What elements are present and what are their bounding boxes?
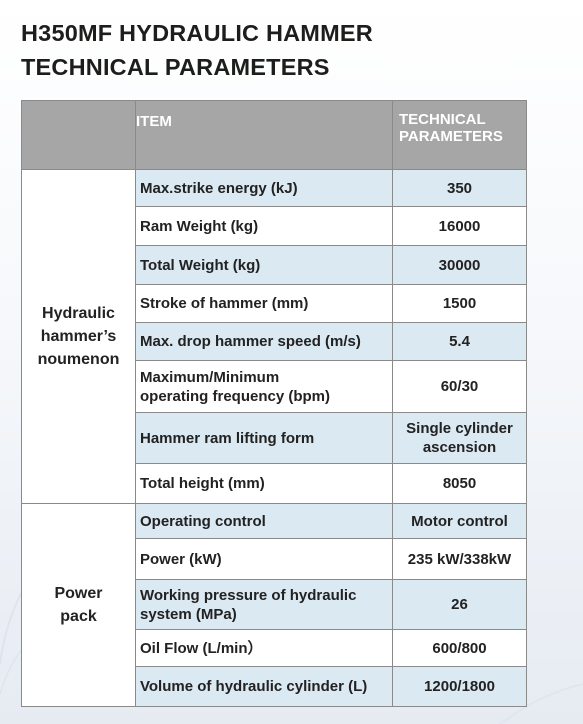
- item-cell: Stroke of hammer (mm): [135, 284, 393, 323]
- table-row: Stroke of hammer (mm) 1500: [22, 284, 527, 323]
- value-text: Motor control: [411, 512, 508, 530]
- value-cell: 1200/1800: [392, 666, 527, 707]
- item-text: Max. drop hammer speed (m/s): [140, 333, 361, 350]
- header-group-cell: [21, 100, 136, 170]
- value-cell: 350: [392, 169, 527, 207]
- value-cell: 1500: [392, 284, 527, 323]
- table-row: Max. drop hammer speed (m/s) 5.4: [22, 322, 527, 361]
- table-row: Power pack Operating control Motor control: [21, 503, 527, 707]
- item-cell: Total Weight (kg): [135, 245, 393, 285]
- value-cell: 26: [392, 579, 527, 630]
- item-cell: Oil Flow (L/min）: [135, 629, 393, 667]
- header-item: ITEM: [135, 100, 393, 170]
- table-row: Hydraulic hammer’s noumenon Max.strike ener…: [21, 169, 527, 504]
- group-label: Power pack: [21, 503, 136, 707]
- item-cell: Power (kW): [135, 538, 393, 580]
- value-text: 600/800: [432, 639, 487, 657]
- table-row: Working pressure of hydraulic system (MPa…: [22, 579, 527, 630]
- item-cell: Max. drop hammer speed (m/s): [135, 322, 393, 361]
- table-body: Hydraulic hammer’s noumenon Max.strike ener…: [21, 169, 527, 707]
- item-cell: Volume of hydraulic cylinder (L): [135, 666, 393, 707]
- value-cell: 600/800: [392, 629, 527, 667]
- table-row: Ram Weight (kg) 16000: [22, 206, 527, 246]
- title-line-1: H350MF HYDRAULIC HAMMER: [21, 20, 373, 46]
- item-text: system (MPa): [140, 605, 237, 623]
- table-row: Oil Flow (L/min） 600/800: [22, 629, 527, 667]
- item-text: Total Weight (kg): [140, 256, 261, 274]
- item-text: Total height (mm): [140, 475, 265, 492]
- group-label-line: noumenon: [37, 351, 120, 368]
- item-text: Operating control: [140, 512, 266, 530]
- item-text: operating frequency (bpm): [140, 387, 331, 405]
- value-cell: 5.4: [392, 322, 527, 361]
- item-cell: Hammer ram lifting form: [135, 412, 393, 464]
- value-cell: 8050: [392, 463, 527, 504]
- value-cell: 16000: [392, 206, 527, 246]
- value-cell: 60/30: [392, 360, 527, 413]
- value-text: 1500: [442, 295, 477, 312]
- technical-parameters-table: ITEM TECHNICAL PARAMETERS Hydraulic hamme…: [21, 100, 527, 707]
- item-text: Maximum/Minimum: [140, 368, 280, 386]
- item-text: Stroke of hammer (mm): [140, 295, 309, 312]
- table-row: Power (kW) 235 kW/338kW: [22, 538, 527, 580]
- item-text: Volume of hydraulic cylinder (L): [140, 678, 368, 695]
- table-row: Maximum/Minimum operating frequency (bpm)…: [22, 360, 527, 413]
- table-row: Volume of hydraulic cylinder (L) 1200/180…: [22, 666, 527, 707]
- value-text: 1200/1800: [424, 678, 495, 695]
- table-row: Hammer ram lifting form Single cylinder as…: [22, 412, 527, 464]
- item-cell: Working pressure of hydraulic system (MPa…: [135, 579, 393, 630]
- item-cell: Total height (mm): [135, 463, 393, 504]
- value-text: 8050: [442, 475, 477, 492]
- item-text: Max.strike energy (kJ): [140, 179, 298, 197]
- item-text: Oil Flow (L/min）: [140, 639, 263, 657]
- item-text: Hammer ram lifting form: [140, 429, 315, 447]
- value-text: Single cylinder: [406, 420, 513, 437]
- table-row: Total height (mm) 8050: [22, 463, 527, 504]
- value-text: 26: [451, 596, 468, 613]
- header-technical-parameters: TECHNICAL PARAMETERS: [392, 100, 527, 170]
- header-tech-line-2: PARAMETERS: [399, 128, 503, 145]
- group-label-line: hammer’s: [40, 328, 117, 345]
- value-cell: 235 kW/338kW: [392, 538, 527, 580]
- value-text: 16000: [438, 217, 481, 235]
- table-row: Total Weight (kg) 30000: [22, 245, 527, 285]
- group-label-line: pack: [60, 608, 97, 625]
- group-label: Hydraulic hammer’s noumenon: [21, 169, 136, 504]
- value-cell: Motor control: [392, 503, 527, 539]
- title-line-2: TECHNICAL PARAMETERS: [21, 54, 330, 80]
- group-label-line: Power: [54, 585, 103, 602]
- item-text: Power (kW): [140, 550, 222, 568]
- item-cell: Operating control: [135, 503, 393, 539]
- item-cell: Ram Weight (kg): [135, 206, 393, 246]
- table-header-row: ITEM TECHNICAL PARAMETERS: [21, 100, 527, 170]
- header-item-label: ITEM: [136, 113, 172, 130]
- value-text: 350: [446, 179, 473, 197]
- value-text: ascension: [422, 439, 497, 456]
- value-cell: 30000: [392, 245, 527, 285]
- value-text: 30000: [438, 256, 481, 274]
- group-label-line: Hydraulic: [42, 305, 115, 322]
- value-cell: Single cylinder ascension: [392, 412, 527, 464]
- item-text: Working pressure of hydraulic: [140, 586, 357, 604]
- item-cell: Max.strike energy (kJ): [135, 169, 393, 207]
- header-tech-line-1: TECHNICAL: [399, 111, 486, 128]
- value-text: 60/30: [440, 378, 479, 395]
- item-text: Ram Weight (kg): [140, 217, 259, 235]
- item-cell: Maximum/Minimum operating frequency (bpm): [135, 360, 393, 413]
- value-text: 235 kW/338kW: [407, 550, 512, 568]
- value-text: 5.4: [449, 333, 470, 350]
- document-title: H350MF HYDRAULIC HAMMER TECHNICAL PARAME…: [21, 16, 373, 84]
